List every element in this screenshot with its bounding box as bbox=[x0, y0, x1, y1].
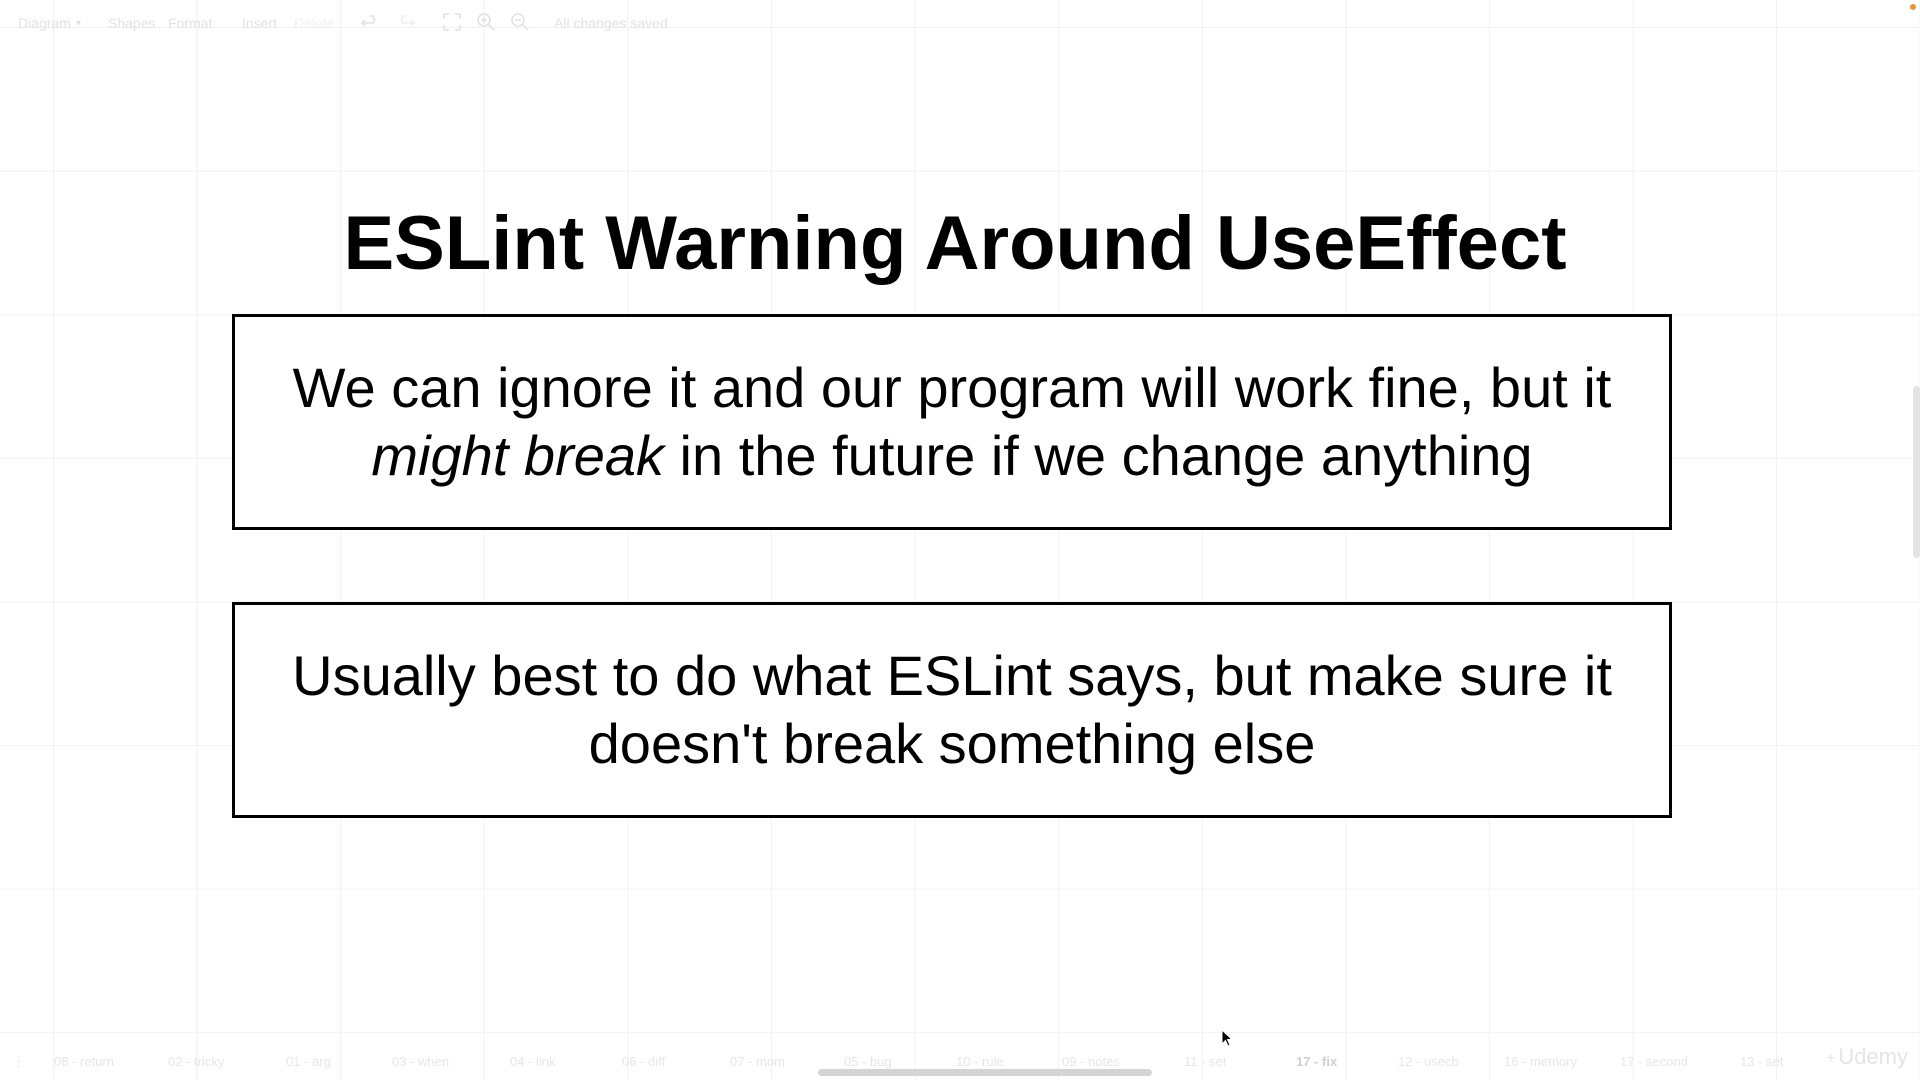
zoom-out-icon[interactable] bbox=[510, 12, 530, 32]
menu-delete[interactable]: Delete bbox=[294, 15, 335, 31]
page-tabs-bar: ⋮ 08 - return 02 - tricky 01 - arg 03 - … bbox=[0, 1050, 1920, 1072]
emphasis-might-break: might break bbox=[371, 424, 664, 487]
page-tab[interactable]: 01 - arg bbox=[286, 1054, 331, 1069]
page-tab[interactable]: 09 - notes bbox=[1062, 1054, 1120, 1069]
horizontal-scrollbar[interactable] bbox=[818, 1069, 1152, 1076]
page-tab[interactable]: 02 - tricky bbox=[168, 1054, 225, 1069]
note-text-ignore-warning: We can ignore it and our program will wo… bbox=[263, 354, 1642, 490]
save-status: All changes saved bbox=[554, 15, 668, 31]
note-line-2-rest: in the future if we change anything bbox=[664, 424, 1533, 487]
note-text-best-practice: Usually best to do what ESLint says, but… bbox=[262, 642, 1642, 778]
vertical-scrollbar[interactable] bbox=[1913, 386, 1920, 558]
note-box-best-practice[interactable]: Usually best to do what ESLint says, but… bbox=[232, 602, 1672, 818]
page-tab[interactable]: 13 - set bbox=[1740, 1054, 1784, 1069]
page-tab[interactable]: 08 - return bbox=[54, 1054, 114, 1069]
page-tab[interactable]: 11 - set bbox=[1184, 1054, 1227, 1069]
page-tab[interactable]: 07 - mom bbox=[730, 1054, 785, 1069]
page-tab[interactable]: 16 - memory bbox=[1504, 1054, 1577, 1069]
note-line-1: Usually best to do what ESLint says, but… bbox=[292, 644, 1612, 707]
menu-format[interactable]: Format bbox=[168, 15, 213, 31]
page-tab[interactable]: 12 - usecb bbox=[1398, 1054, 1459, 1069]
menu-shapes[interactable]: Shapes bbox=[108, 15, 156, 31]
add-page-icon[interactable]: + bbox=[1826, 1050, 1836, 1067]
page-tab[interactable]: 04 - link bbox=[510, 1054, 556, 1069]
page-tab-active[interactable]: 17 - fix bbox=[1296, 1054, 1338, 1069]
notification-dot bbox=[1910, 4, 1916, 10]
page-tab[interactable]: 10 - rule bbox=[956, 1054, 1004, 1069]
note-line-2: doesn't break something else bbox=[588, 712, 1316, 775]
page-tab[interactable]: 17 - second bbox=[1620, 1054, 1688, 1069]
note-box-ignore-warning[interactable]: We can ignore it and our program will wo… bbox=[232, 314, 1672, 530]
redo-icon[interactable] bbox=[396, 12, 416, 32]
zoom-in-icon[interactable] bbox=[476, 12, 496, 32]
note-line-1: We can ignore it and our program will wo… bbox=[292, 356, 1612, 419]
page-tab[interactable]: 05 - bug bbox=[844, 1054, 892, 1069]
mouse-cursor-icon bbox=[1221, 1029, 1233, 1047]
menu-insert[interactable]: Insert bbox=[242, 15, 278, 31]
undo-icon[interactable] bbox=[360, 12, 380, 32]
page-tab[interactable]: 06 - diff bbox=[622, 1054, 666, 1069]
menu-diagram[interactable]: Diagram bbox=[18, 15, 71, 31]
fullscreen-icon[interactable] bbox=[442, 12, 462, 32]
pages-menu-icon[interactable]: ⋮ bbox=[12, 1054, 25, 1069]
top-toolbar: Diagram ▾ Shapes Format Insert Delete Al… bbox=[0, 0, 1920, 44]
chevron-down-icon[interactable]: ▾ bbox=[76, 18, 82, 29]
slide-title[interactable]: ESLint Warning Around UseEffect bbox=[343, 201, 1567, 286]
page-tab[interactable]: 03 - when bbox=[392, 1054, 450, 1069]
udemy-watermark: Udemy bbox=[1838, 1044, 1908, 1069]
